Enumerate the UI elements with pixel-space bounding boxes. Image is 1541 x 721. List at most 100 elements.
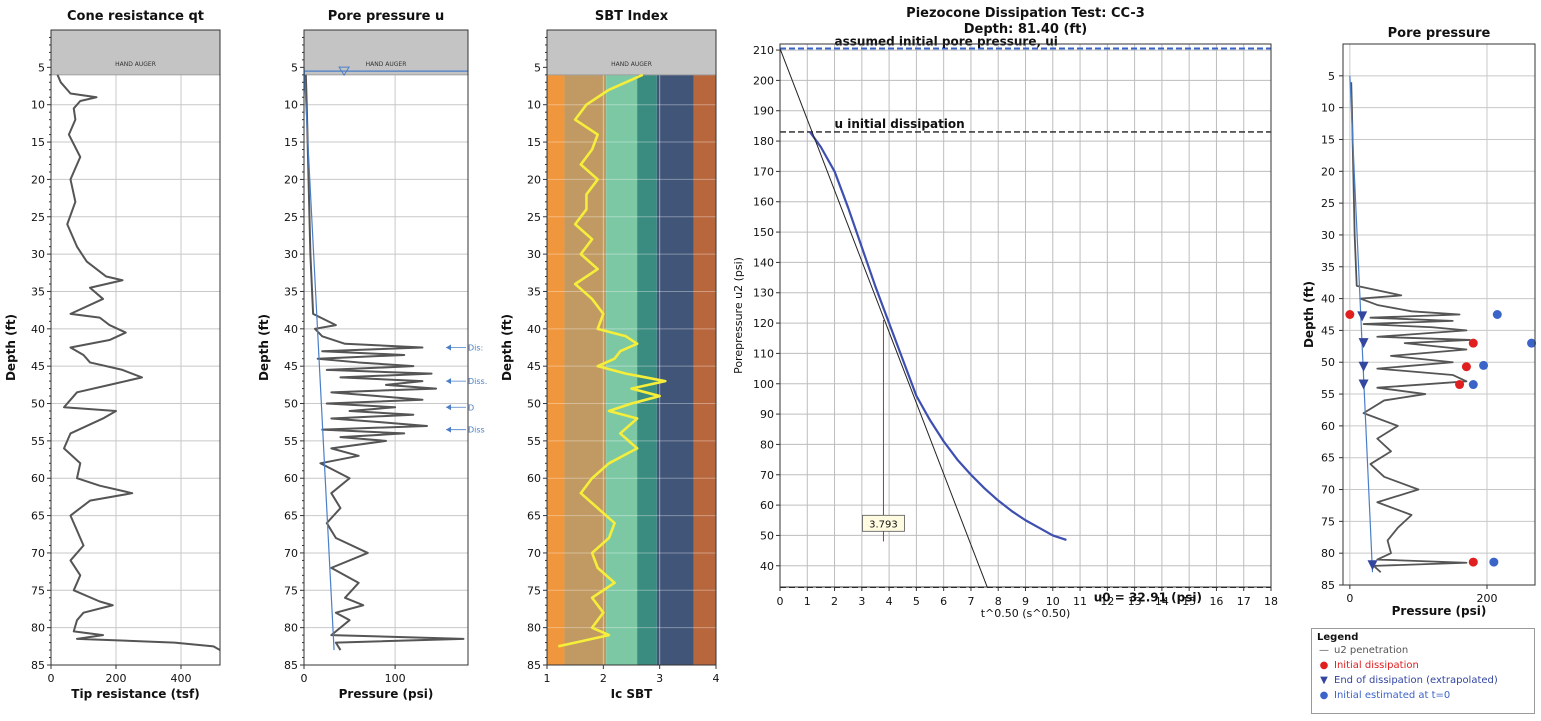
x-tick-label: 100 xyxy=(385,672,406,685)
sbt-zone-band xyxy=(547,74,565,665)
y-tick-label: 210 xyxy=(753,44,774,57)
y-tick-label: 40 xyxy=(527,323,541,336)
y-tick-label: 65 xyxy=(31,510,45,523)
y-tick-label: 85 xyxy=(1321,579,1335,592)
y-tick-label: 65 xyxy=(527,510,541,523)
y-tick-label: 25 xyxy=(527,211,541,224)
y-tick-label: 120 xyxy=(753,317,774,330)
water-table-icon xyxy=(338,66,350,77)
legend-item-end-of-dissipation: ▼ End of dissipation (extrapolated) xyxy=(1312,673,1534,688)
x-tick-label: 9 xyxy=(1022,595,1029,608)
y-tick-label: 35 xyxy=(527,285,541,298)
x-tick-label: 1 xyxy=(544,672,551,685)
legend-label: Initial estimated at t=0 xyxy=(1334,690,1451,701)
x-tick-label: 11 xyxy=(1073,595,1087,608)
y-tick-label: 75 xyxy=(527,584,541,597)
data-series-line xyxy=(56,74,221,651)
y-tick-label: 50 xyxy=(31,398,45,411)
y-tick-label: 20 xyxy=(31,173,45,186)
initial-estimated-marker xyxy=(1489,557,1499,567)
dissipation-label: D xyxy=(468,403,474,412)
plot-frame xyxy=(546,29,717,666)
arrow-head-icon xyxy=(446,378,451,385)
y-tick-label: 10 xyxy=(31,99,45,112)
chart-title: Pore pressure u xyxy=(328,9,445,24)
y-tick-label: 30 xyxy=(1321,229,1335,242)
y-tick-label: 60 xyxy=(284,472,298,485)
legend-label: Initial dissipation xyxy=(1334,660,1419,671)
end-dissipation-marker xyxy=(1358,361,1369,372)
y-tick-label: 5 xyxy=(1328,70,1335,83)
y-tick-label: 80 xyxy=(31,622,45,635)
x-tick-label: 3 xyxy=(858,595,865,608)
dissipation-label: Dis: xyxy=(468,344,483,353)
y-axis-label: Depth (ft) xyxy=(500,314,514,381)
end-dissipation-marker xyxy=(1358,338,1369,349)
x-tick-label: 13 xyxy=(1128,595,1142,608)
chart-subtitle: Depth: 81.40 (ft) xyxy=(964,22,1088,37)
chart-title: Pore pressure xyxy=(1388,26,1491,41)
legend-title: Legend xyxy=(1317,632,1359,643)
y-tick-label: 20 xyxy=(284,173,298,186)
y-tick-label: 10 xyxy=(527,99,541,112)
y-tick-label: 60 xyxy=(31,472,45,485)
triangle-icon: ▼ xyxy=(1320,675,1328,686)
arrow-head-icon xyxy=(446,404,451,411)
dissipation-curve xyxy=(809,131,1067,542)
x-tick-label: 1 xyxy=(804,595,811,608)
y-tick-label: 90 xyxy=(760,408,774,421)
legend-item-u2-penetration: — u2 penetration xyxy=(1312,643,1534,658)
pore-pressure-summary-panel: 5 10 15 20 25 30 35 40 45 50 55 60 65 70 75 80 85 0 200 Por… xyxy=(1302,26,1537,618)
initial-pore-pressure-label: assumed initial pore pressure, ui xyxy=(835,35,1058,49)
depth-panel-0: HAND AUGER 5 10 15 20 25 30 35 40 45 50 55 60 65 70 75 8… xyxy=(4,9,221,701)
x-tick-label: 10 xyxy=(1046,595,1060,608)
y-tick-label: 45 xyxy=(31,360,45,373)
plot-frame xyxy=(303,29,469,666)
arrow-head-icon xyxy=(446,344,451,351)
x-tick-label: 4 xyxy=(713,672,720,685)
y-tick-label: 60 xyxy=(527,472,541,485)
y-axis-label: Depth (ft) xyxy=(1302,281,1316,348)
y-tick-label: 50 xyxy=(284,398,298,411)
x-tick-label: 0 xyxy=(301,672,308,685)
dissipation-label: Diss. xyxy=(468,377,487,386)
sbt-zone-band xyxy=(656,74,694,665)
y-tick-label: 15 xyxy=(527,136,541,149)
initial-estimated-marker xyxy=(1479,360,1489,370)
y-tick-label: 160 xyxy=(753,196,774,209)
arrow-head-icon xyxy=(446,426,451,433)
end-dissipation-marker xyxy=(1358,379,1369,390)
y-tick-label: 40 xyxy=(284,323,298,336)
y-tick-label: 200 xyxy=(753,74,774,87)
x-tick-label: 3 xyxy=(656,672,663,685)
y-tick-label: 130 xyxy=(753,287,774,300)
x-axis-label: Pressure (psi) xyxy=(339,687,434,701)
y-tick-label: 45 xyxy=(1321,324,1335,337)
y-tick-label: 80 xyxy=(1321,547,1335,560)
y-tick-label: 60 xyxy=(760,499,774,512)
x-tick-label: 0 xyxy=(777,595,784,608)
x-tick-label: 200 xyxy=(1477,592,1498,605)
y-tick-label: 50 xyxy=(527,398,541,411)
u0-label: u0 = 32.91 (psi) xyxy=(1094,590,1202,604)
y-tick-label: 35 xyxy=(31,285,45,298)
x-tick-label: 2 xyxy=(600,672,607,685)
sbt-zone-band xyxy=(637,74,657,665)
x-tick-label: 8 xyxy=(995,595,1002,608)
legend-box: Legend — u2 penetration ● Initial dissip… xyxy=(1311,628,1535,714)
x-tick-label: 12 xyxy=(1100,595,1114,608)
u2-penetration-line xyxy=(1350,82,1471,573)
hand-auger-label: HAND AUGER xyxy=(366,61,407,68)
y-tick-label: 70 xyxy=(1321,484,1335,497)
hand-auger-label: HAND AUGER xyxy=(115,61,156,68)
x-tick-label: 17 xyxy=(1237,595,1251,608)
plot-frame xyxy=(50,29,221,666)
y-tick-label: 40 xyxy=(1321,293,1335,306)
y-tick-label: 55 xyxy=(527,435,541,448)
initial-dissipation-marker xyxy=(1468,557,1478,567)
y-tick-label: 85 xyxy=(31,659,45,672)
initial-dissipation-marker xyxy=(1468,338,1478,348)
end-dissipation-marker xyxy=(1357,311,1368,322)
x-tick-label: 0 xyxy=(48,672,55,685)
